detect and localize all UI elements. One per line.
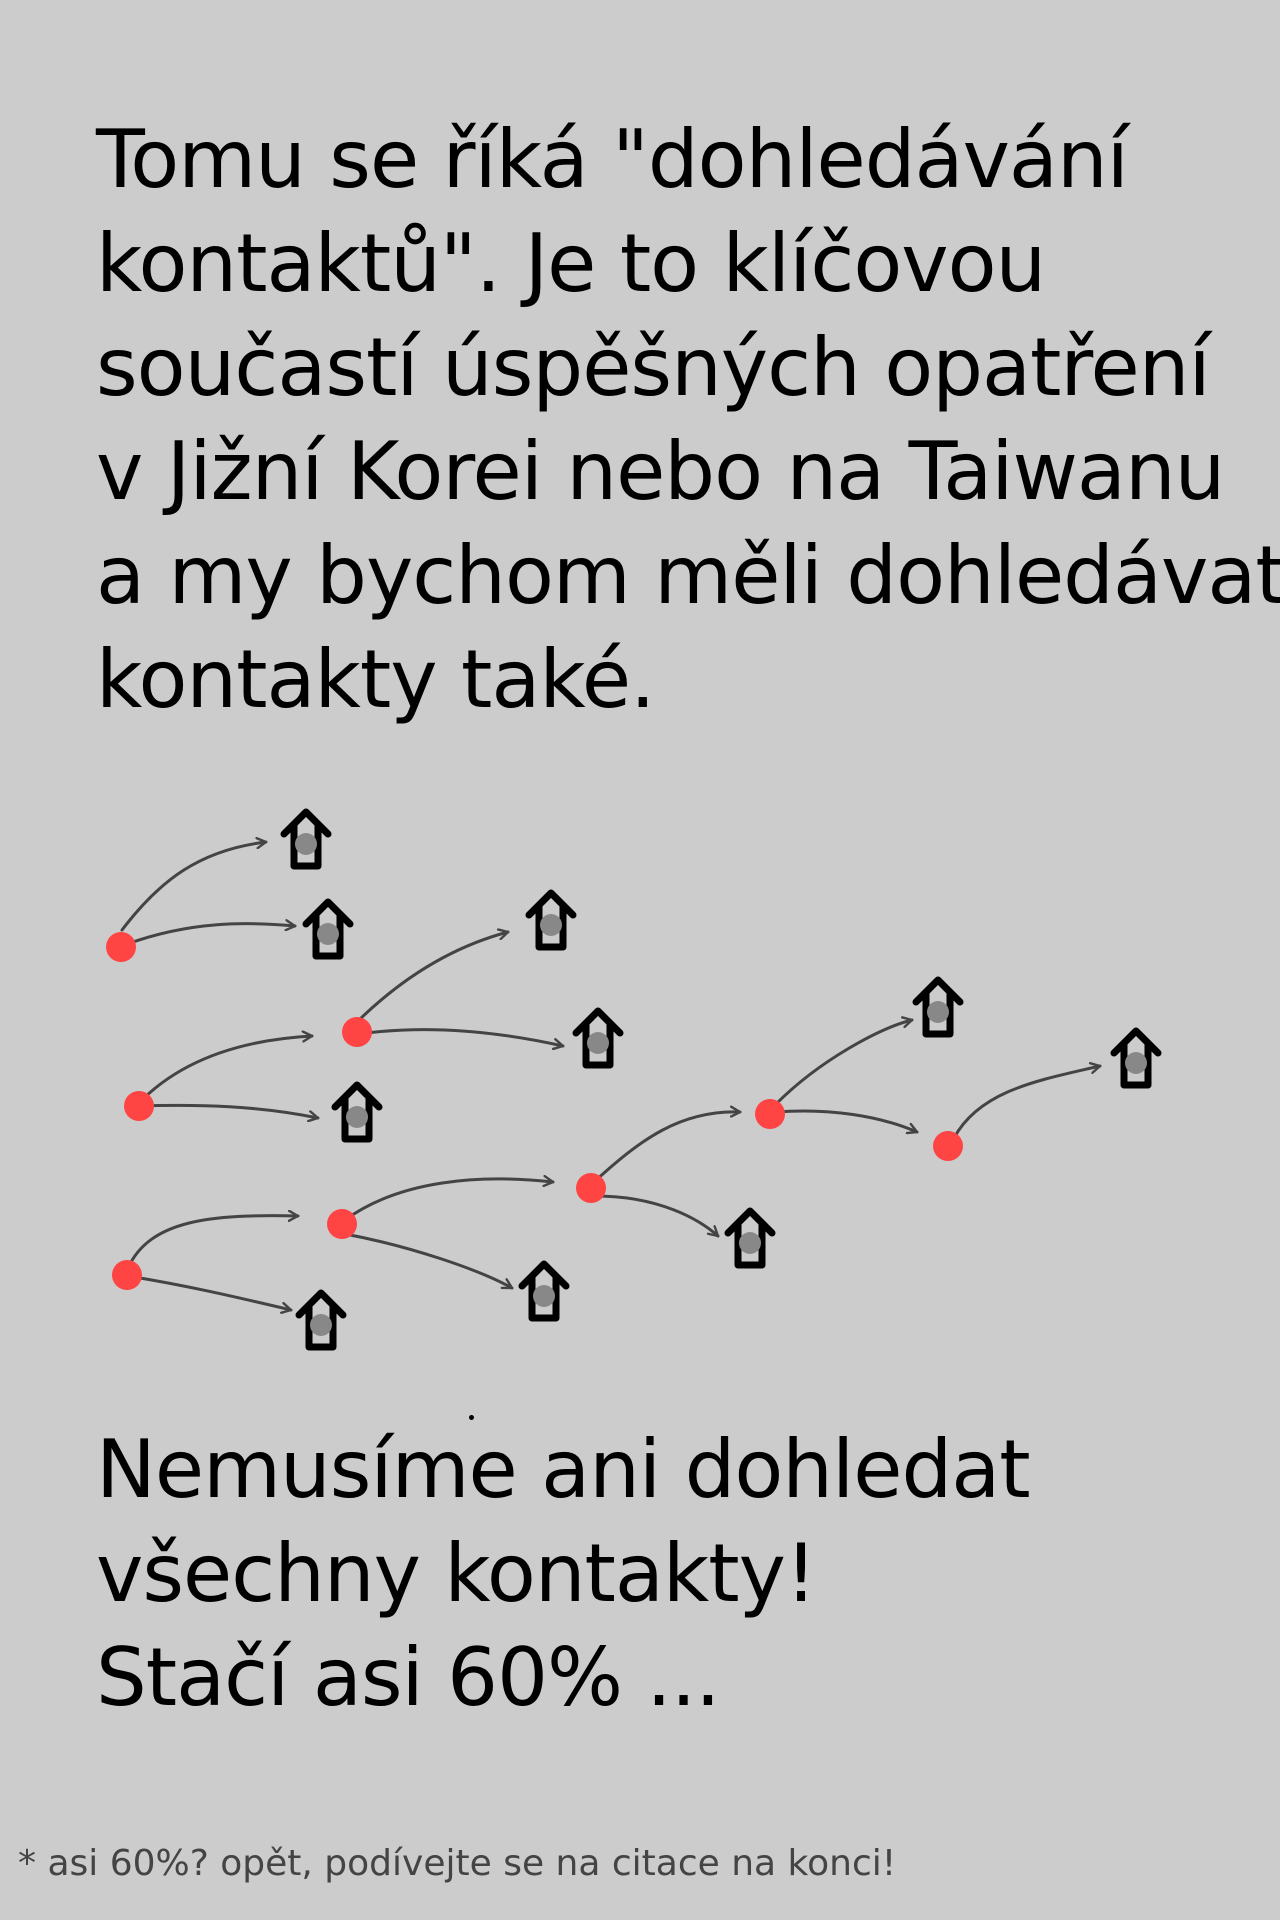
intro-line-4: v Jižní Korei nebo na Taiwanu [96, 425, 1225, 518]
house-icon [728, 1211, 772, 1265]
arrow [136, 1103, 320, 1118]
arrow [343, 1179, 555, 1222]
house-icon [284, 812, 328, 866]
house-icon [916, 980, 960, 1034]
arrows [120, 842, 1102, 1310]
house-icon [299, 1293, 343, 1347]
arrow [126, 1274, 293, 1310]
intro-line-1: Tomu se říká "dohledávání [96, 113, 1129, 206]
conclusion-line-3: Stačí asi 60% ... [96, 1631, 721, 1724]
people [106, 932, 963, 1290]
house-icon [306, 902, 350, 956]
house-icon [335, 1085, 379, 1139]
conclusion-line-2: všechny kontakty! [96, 1527, 817, 1620]
house-icon [1114, 1031, 1158, 1085]
conclusion-line-1: Nemusíme ani dohledat [96, 1423, 1031, 1516]
arrow [357, 932, 510, 1022]
person-dot-icon [106, 932, 136, 962]
arrow [126, 1216, 300, 1270]
person-dot-icon [112, 1260, 142, 1290]
intro-line-6: kontakty také. [96, 633, 656, 726]
house-icon [529, 893, 573, 947]
arrow [120, 924, 297, 948]
arrow [774, 1020, 914, 1106]
intro-line-2: kontaktů". Je to klíčovou [96, 217, 1046, 310]
person-dot-icon [933, 1131, 963, 1161]
arrow [593, 1194, 720, 1238]
person-dot-icon [342, 1017, 372, 1047]
person-dot-icon [327, 1209, 357, 1239]
house-icon [576, 1011, 620, 1065]
arrow [357, 1028, 565, 1046]
stray-mark [469, 1415, 474, 1420]
arrow [136, 1036, 314, 1106]
arrow [592, 1112, 742, 1184]
person-dot-icon [755, 1099, 785, 1129]
house-icon [522, 1264, 566, 1318]
arrow [952, 1066, 1102, 1140]
arrow [120, 842, 268, 932]
contact-tracing-diagram [106, 760, 1280, 1380]
intro-line-3: součastí úspěšných opatření [96, 321, 1211, 414]
intro-text: Tomu se říká "dohledávání kontaktů". Je … [96, 108, 1280, 732]
footnote: * asi 60%? opět, podívejte se na citace … [18, 1843, 897, 1884]
conclusion-text: Nemusíme ani dohledat všechny kontakty! … [96, 1418, 1196, 1730]
arrow [774, 1109, 919, 1132]
person-dot-icon [576, 1173, 606, 1203]
houses [284, 812, 1158, 1347]
arrow [343, 1232, 514, 1290]
person-dot-icon [124, 1091, 154, 1121]
intro-line-5: a my bychom měli dohledávat [96, 529, 1280, 622]
